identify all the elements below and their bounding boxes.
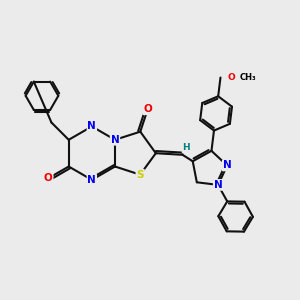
Text: O: O — [228, 73, 236, 82]
Text: N: N — [88, 122, 96, 131]
Text: N: N — [111, 135, 119, 145]
Text: N: N — [88, 175, 96, 185]
Text: H: H — [182, 143, 190, 152]
Text: CH₃: CH₃ — [240, 73, 256, 82]
Text: N: N — [214, 180, 223, 190]
Text: N: N — [223, 160, 232, 170]
Text: O: O — [143, 104, 152, 114]
Text: S: S — [136, 170, 144, 180]
Text: O: O — [44, 173, 53, 183]
